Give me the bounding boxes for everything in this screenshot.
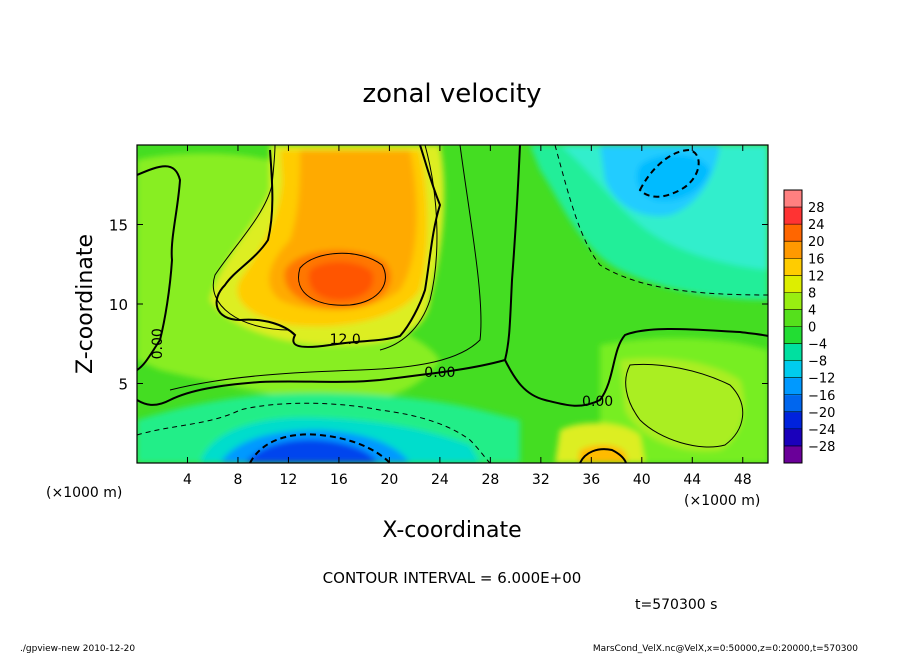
y-tick-label: 15 [109, 217, 128, 235]
colorbar-bin [784, 292, 802, 310]
contour-interval: CONTOUR INTERVAL = 6.000E+00 [323, 569, 582, 587]
color-fill [137, 145, 768, 463]
colorbar-bin [784, 394, 802, 413]
x-tick-label: 20 [380, 472, 398, 488]
colorbar-bin [784, 309, 802, 327]
x-units-right: (×1000 m) [684, 493, 760, 509]
footer-right: MarsCond_VelX.nc@VelX,x=0:50000,z=0:2000… [593, 644, 858, 654]
contour-label: 0.00 [582, 394, 613, 410]
colorbar-label: −24 [808, 423, 835, 438]
colorbar-bin [784, 207, 802, 225]
colorbar-label: 20 [808, 235, 825, 250]
time-label: t=570300 s [635, 597, 717, 613]
colorbar-label: 12 [808, 269, 825, 284]
contour-labels: 12.0 0.00 0.00 0.00 [150, 328, 613, 410]
colorbar: −28 −24 −20 −16 −12 −8 −4 0 4 8 12 16 20 24 28 [783, 189, 835, 464]
x-units-left: (×1000 m) [46, 485, 122, 501]
plot-area [137, 145, 768, 463]
x-tick-label: 16 [330, 472, 348, 488]
colorbar-label: 16 [808, 252, 825, 267]
chart-title: zonal velocity [362, 79, 541, 109]
colorbar-label: 24 [808, 218, 825, 233]
colorbar-bin [784, 190, 802, 208]
colorbar-bin [784, 275, 802, 293]
x-tick-label: 36 [582, 472, 600, 488]
x-axis: 4 8 12 16 20 24 28 32 36 40 44 48 [183, 145, 752, 488]
contour-lines [137, 145, 768, 463]
colorbar-label: −12 [808, 372, 835, 387]
colorbar-label: 28 [808, 201, 825, 216]
x-tick-label: 44 [683, 472, 701, 488]
x-tick-label: 12 [280, 472, 298, 488]
colorbar-label: −28 [808, 440, 835, 455]
colorbar-label: −8 [808, 355, 827, 370]
colorbar-bin [784, 241, 802, 259]
colorbar-bin [784, 343, 802, 362]
x-tick-label: 8 [233, 472, 242, 488]
y-tick-label: 10 [109, 296, 128, 314]
colorbar-bin [784, 326, 802, 345]
x-tick-label: 4 [183, 472, 192, 488]
x-axis-label: X-coordinate [382, 518, 521, 543]
contour-label: 0.00 [424, 365, 455, 381]
y-axis: 5 10 15 [109, 217, 768, 394]
x-tick-label: 32 [532, 472, 550, 488]
colorbar-bin [784, 224, 802, 242]
contour-label: 0.00 [150, 328, 166, 359]
colorbar-label: 8 [808, 286, 816, 301]
y-tick-label: 5 [118, 376, 128, 394]
colorbar-bin [784, 428, 802, 447]
colorbar-bin [784, 258, 802, 276]
colorbar-label: −20 [808, 406, 835, 421]
colorbar-bin [784, 445, 802, 464]
colorbar-label: 0 [808, 321, 816, 336]
x-tick-label: 40 [633, 472, 651, 488]
contour-label: 12.0 [330, 332, 361, 348]
x-tick-label: 28 [481, 472, 499, 488]
x-tick-label: 24 [431, 472, 449, 488]
colorbar-label: −4 [808, 338, 827, 353]
footer-left: ./gpview-new 2010-12-20 [20, 644, 135, 654]
colorbar-label: −16 [808, 389, 835, 404]
colorbar-bin [784, 411, 802, 430]
colorbar-label: 4 [808, 303, 816, 318]
colorbar-bin [784, 377, 802, 396]
x-tick-label: 48 [734, 472, 752, 488]
colorbar-bin [784, 360, 802, 379]
y-axis-label: Z-coordinate [73, 234, 98, 374]
